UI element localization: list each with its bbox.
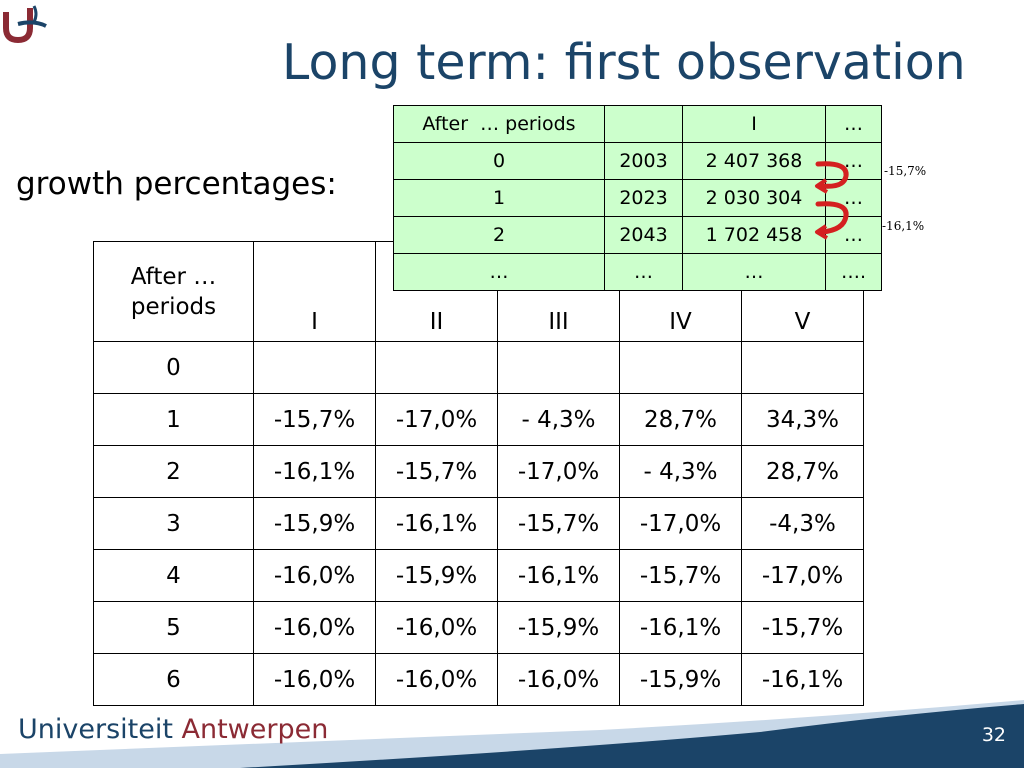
growth-annotation: -15,7%: [884, 164, 927, 178]
table-cell: [253, 341, 376, 394]
table-cell: -16,1%: [741, 653, 864, 706]
table-row: 5 -16,0% -16,0% -15,9% -16,1% -15,7%: [93, 601, 864, 654]
table-cell: -15,7%: [619, 549, 742, 602]
table-cell: 3: [93, 497, 254, 550]
table-cell: 6: [93, 653, 254, 706]
page-number: 32: [981, 724, 1006, 746]
growth-table: After … periods I II III IV V 0 1 -15,7% …: [93, 241, 864, 706]
inset-cell: …: [393, 253, 605, 291]
inset-cell: …: [682, 253, 826, 291]
growth-annotation: -16,1%: [882, 219, 925, 233]
table-cell: -15,7%: [497, 497, 620, 550]
table-cell: [619, 341, 742, 394]
table-cell: -17,0%: [375, 393, 498, 446]
inset-cell: 0: [393, 142, 605, 180]
university-logo: [3, 5, 47, 44]
table-cell: 28,7%: [741, 445, 864, 498]
table-cell: 2: [93, 445, 254, 498]
inset-row: 0 2003 2 407 368 …: [393, 142, 882, 180]
inset-cell: ….: [825, 253, 882, 291]
brand-name-part2: Antwerpen: [181, 714, 329, 745]
table-cell: 4: [93, 549, 254, 602]
table-cell: 0: [93, 341, 254, 394]
table-cell: -17,0%: [741, 549, 864, 602]
inset-cell: 2043: [604, 216, 683, 254]
table-cell: -16,0%: [375, 653, 498, 706]
table-cell: [375, 341, 498, 394]
table-cell: [741, 341, 864, 394]
inset-header-cell: …: [825, 105, 882, 143]
table-cell: -17,0%: [619, 497, 742, 550]
table-cell: -4,3%: [741, 497, 864, 550]
table-cell: 5: [93, 601, 254, 654]
inset-row: … … … ….: [393, 253, 882, 291]
footer-brand: Universiteit Antwerpen: [18, 714, 328, 745]
table-cell: -16,1%: [497, 549, 620, 602]
page-title: Long term: first observation: [282, 34, 966, 91]
inset-cell: 1 702 458: [682, 216, 826, 254]
table-cell: -16,1%: [253, 445, 376, 498]
table-cell: -16,0%: [253, 601, 376, 654]
inset-cell: 2: [393, 216, 605, 254]
table-row: 6 -16,0% -16,0% -16,0% -15,9% -16,1%: [93, 653, 864, 706]
section-subtitle: growth percentages:: [16, 166, 337, 202]
table-cell: -16,0%: [253, 653, 376, 706]
table-cell: -15,9%: [253, 497, 376, 550]
header-cell: I: [253, 241, 376, 342]
table-cell: -15,9%: [497, 601, 620, 654]
table-cell: [497, 341, 620, 394]
brand-name-part1: Universiteit: [18, 714, 173, 745]
inset-cell: …: [825, 216, 882, 254]
table-row: 4 -16,0% -15,9% -16,1% -15,7% -17,0%: [93, 549, 864, 602]
table-cell: 28,7%: [619, 393, 742, 446]
table-cell: 1: [93, 393, 254, 446]
inset-cell: 2003: [604, 142, 683, 180]
table-cell: - 4,3%: [619, 445, 742, 498]
table-cell: -15,7%: [253, 393, 376, 446]
inset-cell: 2023: [604, 179, 683, 217]
inset-cell: …: [825, 142, 882, 180]
table-cell: -15,9%: [619, 653, 742, 706]
table-cell: 34,3%: [741, 393, 864, 446]
curved-arrow-icon: [815, 161, 849, 240]
table-cell: - 4,3%: [497, 393, 620, 446]
header-cell: After … periods: [93, 241, 254, 342]
table-row: 0: [93, 341, 864, 394]
table-cell: -16,1%: [375, 497, 498, 550]
inset-cell: 1: [393, 179, 605, 217]
inset-cell: …: [604, 253, 683, 291]
table-cell: -16,1%: [619, 601, 742, 654]
table-cell: -15,7%: [375, 445, 498, 498]
table-row: 3 -15,9% -16,1% -15,7% -17,0% -4,3%: [93, 497, 864, 550]
table-cell: -15,9%: [375, 549, 498, 602]
table-cell: -16,0%: [253, 549, 376, 602]
table-cell: -17,0%: [497, 445, 620, 498]
inset-row: 2 2043 1 702 458 …: [393, 216, 882, 254]
inset-header-cell: [604, 105, 683, 143]
table-row: 1 -15,7% -17,0% - 4,3% 28,7% 34,3%: [93, 393, 864, 446]
inset-cell: 2 407 368: [682, 142, 826, 180]
inset-header-cell: After … periods: [393, 105, 605, 143]
table-row: 2 -16,1% -15,7% -17,0% - 4,3% 28,7%: [93, 445, 864, 498]
inset-cell: 2 030 304: [682, 179, 826, 217]
inset-header-row: After … periods I …: [393, 105, 882, 143]
inset-header-cell: I: [682, 105, 826, 143]
population-inset-table: After … periods I … 0 2003 2 407 368 … 1…: [393, 105, 882, 291]
table-cell: -16,0%: [375, 601, 498, 654]
footer-wave: [0, 700, 1024, 768]
table-cell: -15,7%: [741, 601, 864, 654]
